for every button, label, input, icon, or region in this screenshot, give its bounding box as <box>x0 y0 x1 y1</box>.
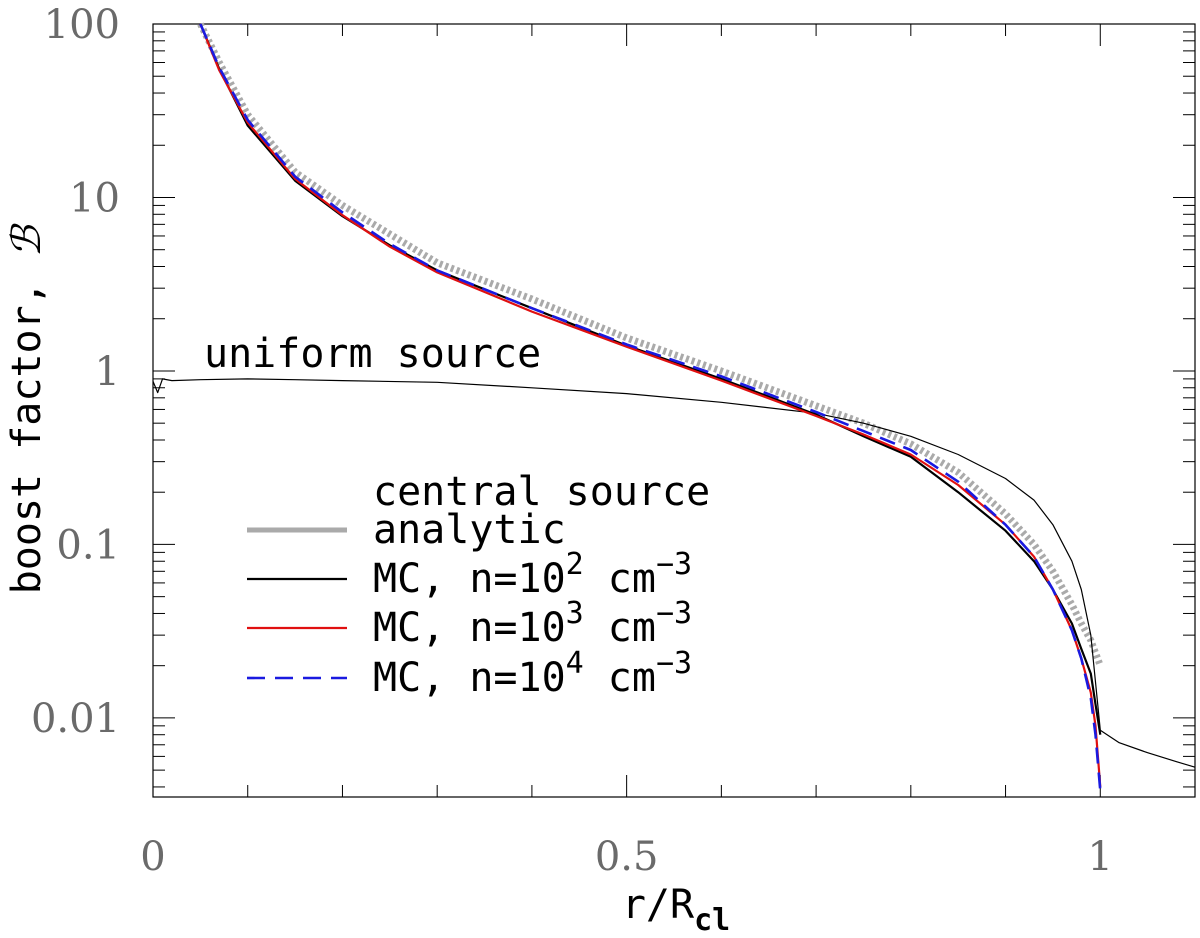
legend-label-analytic: analytic <box>373 507 566 553</box>
axis-ticks <box>152 23 1196 797</box>
x-tick-label: 0.5 <box>595 834 659 880</box>
series-line-analytic <box>197 22 1104 667</box>
legend-label-mc2: MC, n=102 cm−3 <box>373 547 692 602</box>
y-tick-label: 100 <box>44 2 120 48</box>
x-tick-label: 0 <box>140 834 165 880</box>
y-tick-label: 10 <box>69 175 120 221</box>
plot-border <box>152 23 1196 798</box>
series-line-mc4 <box>199 23 1102 791</box>
series-line-mc3 <box>199 23 1102 787</box>
legend-label-mc4: MC, n=104 cm−3 <box>373 646 692 701</box>
series-group <box>152 22 1196 791</box>
x-tick-label: 1 <box>1088 834 1113 880</box>
series-line-uniform <box>152 378 1196 768</box>
legend-label-mc3: MC, n=103 cm−3 <box>373 596 692 651</box>
axis-labels: r/Rcl boost factor, ℬ <box>4 223 730 938</box>
annotation-uniform-source: uniform source <box>204 331 541 377</box>
y-tick-label: 0.1 <box>56 522 120 568</box>
annotations: uniform source <box>204 331 541 377</box>
y-axis-label: boost factor, ℬ <box>4 223 50 594</box>
tick-labels: 0 0.5 1 100 10 1 0.1 0.01 <box>31 2 1113 880</box>
y-tick-label: 0.01 <box>31 696 120 742</box>
plot-frame <box>152 23 1196 798</box>
legend-title: central source <box>373 469 710 515</box>
y-tick-label: 1 <box>95 349 120 395</box>
x-axis-label: r/Rcl <box>622 882 730 933</box>
